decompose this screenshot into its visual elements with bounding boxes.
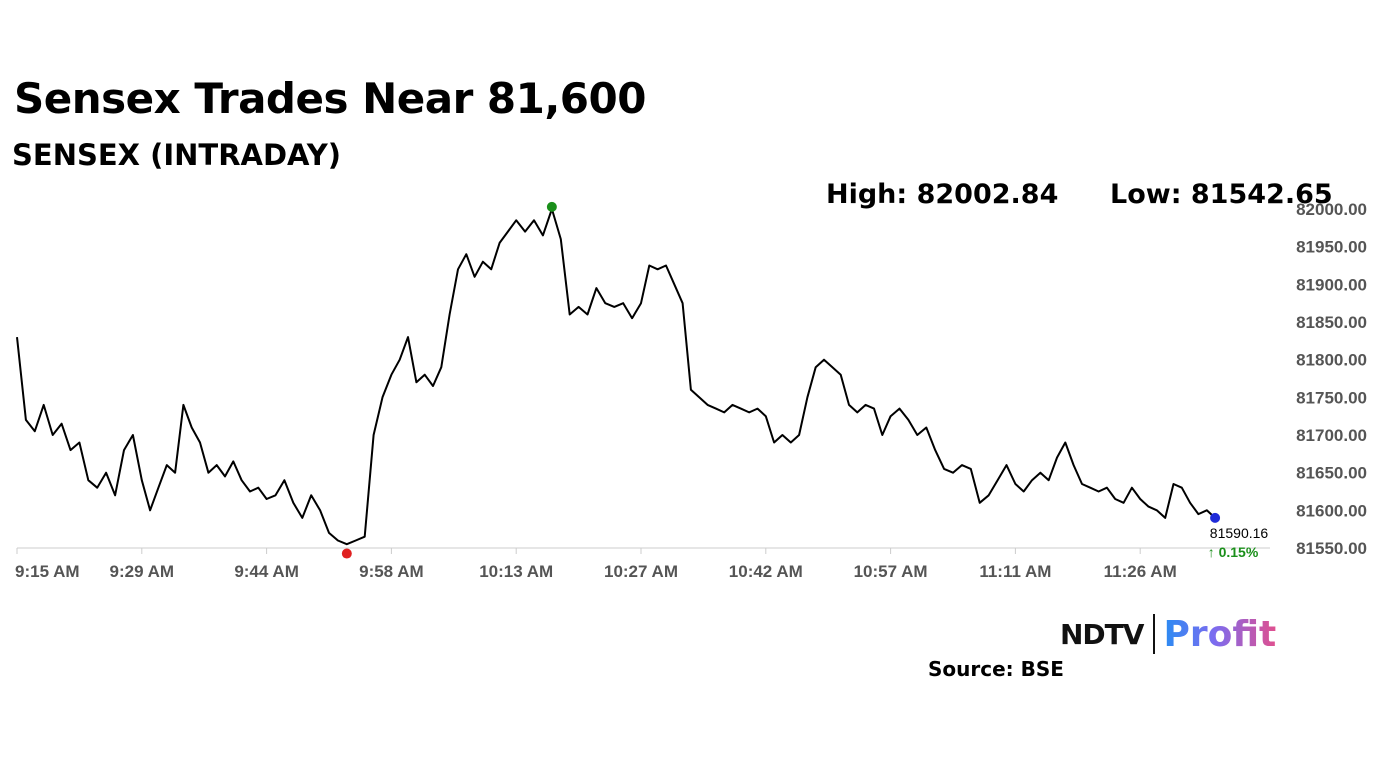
high-marker (546, 201, 557, 212)
last-price-value: 81590.16 (1210, 525, 1269, 541)
x-tick-label: 9:29 AM (110, 562, 175, 581)
x-tick-label: 9:58 AM (359, 562, 424, 581)
day-high-label: High: 82002.84 (826, 179, 1059, 210)
last-price-change: ↑ 0.15% (1208, 544, 1259, 560)
y-tick-label: 81600.00 (1296, 501, 1367, 520)
source-note: Source: BSE (928, 657, 1064, 681)
y-tick-label: 81900.00 (1296, 275, 1367, 294)
day-low-label: Low: 81542.65 (1110, 179, 1333, 210)
x-tick-label: 10:13 AM (479, 562, 553, 581)
ndtv-profit-logo: NDTV Profit (1060, 612, 1276, 656)
last-price-marker (1210, 512, 1221, 523)
chart-headline: Sensex Trades Near 81,600 (14, 74, 646, 123)
y-tick-label: 81550.00 (1296, 539, 1367, 558)
x-tick-label: 10:27 AM (604, 562, 678, 581)
low-marker (341, 548, 352, 559)
x-tick-label: 9:15 AM (15, 562, 80, 581)
x-tick-label: 11:11 AM (979, 562, 1051, 581)
logo-ndtv-text: NDTV (1060, 617, 1144, 651)
price-line (16, 208, 1216, 546)
x-tick-label: 10:42 AM (729, 562, 803, 581)
logo-profit-text: Profit (1163, 613, 1277, 655)
change-percent: 0.15% (1219, 544, 1259, 560)
y-tick-label: 81800.00 (1296, 351, 1367, 370)
y-tick-label: 81650.00 (1296, 464, 1367, 483)
x-tick-label: 11:26 AM (1104, 562, 1177, 581)
y-axis: 82000.00 81950.00 81900.00 81850.00 81800.00… (1296, 200, 1367, 558)
chart-subtitle: SENSEX (INTRADAY) (12, 138, 341, 172)
up-arrow-icon: ↑ (1208, 544, 1219, 560)
x-axis: 9:15 AM 9:29 AM 9:44 AM 9:58 AM 10:13 AM 10:2… (15, 547, 1270, 581)
y-tick-label: 81850.00 (1296, 313, 1367, 332)
y-tick-label: 81750.00 (1296, 388, 1367, 407)
y-tick-label: 81700.00 (1296, 426, 1367, 445)
y-tick-label: 81950.00 (1296, 238, 1367, 257)
x-tick-label: 9:44 AM (234, 562, 299, 581)
y-tick-label: 82000.00 (1296, 200, 1367, 219)
x-tick-label: 10:57 AM (854, 562, 928, 581)
logo-divider (1153, 614, 1156, 654)
